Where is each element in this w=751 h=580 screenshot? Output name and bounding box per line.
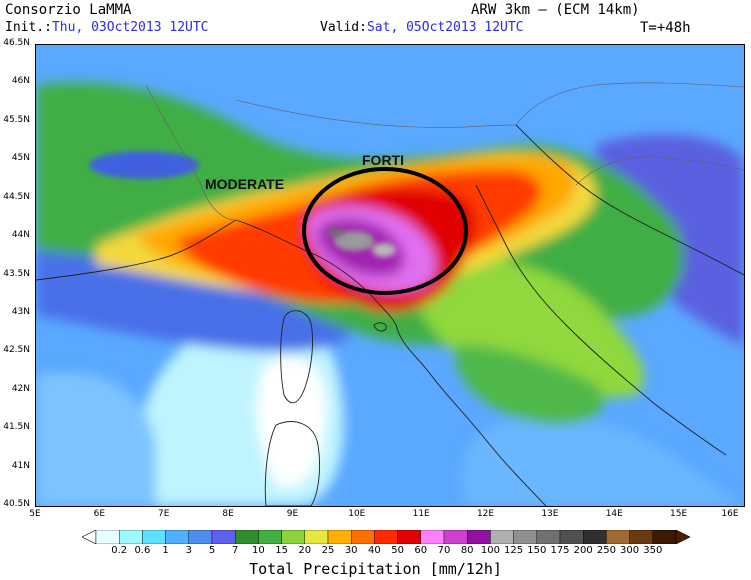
lon-label: 7E [158, 509, 170, 519]
lon-label: 6E [93, 509, 106, 519]
colorbar-tick-label: 5 [208, 545, 216, 556]
colorbar-swatch [397, 530, 422, 544]
colorbar-swatch [490, 530, 514, 544]
colorbar-swatch [211, 530, 236, 544]
valid-time: Valid:Sat, 05Oct2013 12UTC [320, 20, 524, 35]
colorbar-swatch [142, 530, 166, 544]
colorbar-swatch [188, 530, 213, 544]
colorbar [82, 530, 690, 544]
lat-label: 43N [11, 306, 30, 317]
lat-label: 45N [11, 153, 30, 164]
colorbar-swatch [304, 530, 329, 544]
colorbar-tick-label: 3 [185, 545, 192, 556]
colorbar-tick-label: 150 [527, 545, 547, 556]
colorbar-swatch [258, 530, 282, 544]
lon-label: 8E [222, 509, 234, 519]
colorbar-tick-label: 30 [344, 545, 358, 556]
colorbar-tick-label: 25 [321, 545, 335, 556]
map-canvas [36, 45, 744, 506]
init-time: Init.:Thu, 03Oct2013 12UTC [5, 20, 209, 35]
forti-circle [302, 167, 468, 295]
coastlines [36, 124, 744, 506]
colorbar-low-arrow [82, 530, 97, 544]
colorbar-swatch [513, 530, 538, 544]
lon-label: 16E [721, 509, 739, 519]
colorbar-tick-label: 200 [573, 545, 593, 556]
colorbar-tick-label: 125 [504, 545, 524, 556]
precipitation-field [36, 82, 744, 506]
colorbar-tick-label: 10 [252, 545, 265, 556]
colorbar-title: Total Precipitation [mm/12h] [249, 560, 502, 578]
colorbar-swatch [351, 530, 375, 544]
lat-label: 41N [11, 460, 30, 471]
colorbar-swatch [559, 530, 584, 544]
lat-label: 41.5N [3, 422, 30, 433]
colorbar-swatch [467, 530, 491, 544]
lat-label: 42.5N [3, 345, 30, 356]
lon-label: 11E [412, 509, 430, 519]
colorbar-swatch [652, 530, 677, 544]
colorbar-tick-label: 350 [643, 545, 663, 556]
colorbar-swatch [629, 530, 653, 544]
lat-label: 45.5N [3, 114, 30, 125]
colorbar-tick-label: 0.6 [134, 545, 151, 556]
lat-label: 46N [11, 76, 30, 87]
colorbar-tick-label: 20 [298, 545, 312, 556]
lon-label: 12E [476, 509, 495, 519]
lat-label: 44.5N [3, 191, 30, 202]
colorbar-swatch [606, 530, 630, 544]
org-title: Consorzio LaMMA [5, 2, 132, 18]
colorbar-swatch [374, 530, 398, 544]
colorbar-swatch [327, 530, 352, 544]
model-title: ARW 3km – (ECM 14km) [471, 2, 640, 18]
borders [145, 82, 744, 221]
lon-label: 9E [286, 509, 299, 519]
lon-label: 13E [541, 509, 559, 519]
lat-label: 46.5N [3, 38, 30, 48]
colorbar-swatch [119, 530, 143, 544]
lat-label: 44N [11, 230, 30, 241]
lon-label: 15E [670, 509, 688, 519]
colorbar-swatch [165, 530, 189, 544]
colorbar-tick-label: 250 [596, 545, 616, 556]
colorbar-tick-label: 300 [620, 545, 640, 556]
colorbar-swatch [536, 530, 561, 544]
colorbar-swatch [583, 530, 607, 544]
lead-time: T=+48h [640, 20, 691, 36]
colorbar-tick-label: 7 [232, 545, 239, 556]
extreme-core [89, 151, 396, 257]
colorbar-swatch [234, 530, 259, 544]
colorbar-tick-label: 0.2 [111, 545, 128, 556]
lat-label: 40.5N [3, 499, 30, 509]
colorbar-tick-label: 175 [550, 545, 570, 556]
colorbar-tick-label: 80 [460, 545, 474, 556]
colorbar-tick-label: 1 [162, 545, 169, 556]
colorbar-tick-label: 60 [414, 545, 428, 556]
colorbar-tick-label: 15 [275, 545, 288, 556]
init-value: Thu, 03Oct2013 12UTC [51, 20, 209, 35]
valid-value: Sat, 05Oct2013 12UTC [366, 20, 524, 35]
colorbar-swatch [420, 530, 445, 544]
lat-label: 42N [11, 383, 30, 394]
lon-label: 5E [29, 509, 41, 519]
colorbar-swatch [443, 530, 468, 544]
lon-label: 10E [348, 509, 366, 519]
colorbar-swatch [281, 530, 306, 544]
colorbar-tick-label: 70 [437, 545, 451, 556]
lat-label: 43.5N [3, 268, 30, 279]
colorbar-tick-label: 40 [368, 545, 381, 556]
moderate-annotation: MODERATE [205, 176, 285, 192]
colorbar-high-arrow [675, 530, 690, 544]
init-label: Init.: [5, 20, 52, 35]
colorbar-tick-label: 100 [480, 545, 500, 556]
forti-annotation: FORTI [362, 152, 404, 168]
colorbar-swatch [95, 530, 120, 544]
valid-label: Valid: [320, 20, 367, 35]
lon-label: 14E [605, 509, 623, 519]
colorbar-tick-label: 50 [391, 545, 404, 556]
precipitation-map: MODERATE FORTI [35, 44, 745, 507]
